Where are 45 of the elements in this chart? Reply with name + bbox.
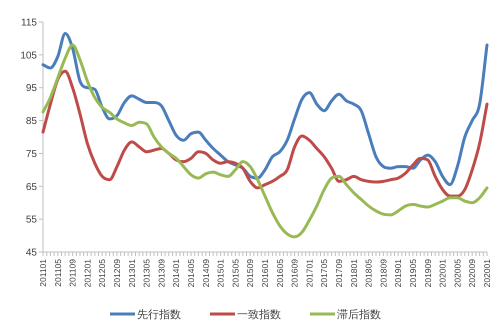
y-tick-label: 95 — [26, 83, 38, 94]
x-tick-label: 201809 — [378, 258, 388, 288]
y-tick-label: 115 — [21, 18, 38, 28]
x-tick-label: 201805 — [364, 258, 374, 288]
line-series — [42, 32, 488, 186]
x-tick-label: 201701 — [304, 258, 314, 288]
x-tick-label: 201709 — [334, 258, 344, 288]
x-tick-label: 201105 — [52, 258, 63, 287]
x-tick-label: 202005 — [452, 258, 462, 288]
x-tick-label: 201205 — [97, 258, 108, 288]
y-tick-label: 45 — [26, 248, 38, 258]
x-tick-label: 202001 — [438, 258, 448, 288]
x-tick-label: 201705 — [319, 258, 330, 288]
x-tick-label: 201505 — [230, 258, 240, 288]
x-tick-label: 201301 — [126, 258, 137, 288]
x-tick-label: 201905 — [408, 258, 418, 288]
x-tick-label: 201101 — [38, 258, 48, 287]
legend-label: 滞后指数 — [337, 308, 381, 321]
y-tick-label: 55 — [26, 214, 38, 226]
x-tick-label: 201309 — [156, 258, 166, 288]
x-tick-label: 201801 — [348, 258, 359, 288]
x-tick-label: 201109 — [68, 258, 78, 287]
legend-label: 一致指数 — [237, 309, 281, 321]
x-tick-label: 201305 — [142, 258, 152, 288]
x-tick-label: 201209 — [112, 258, 122, 288]
x-tick-label: 201501 — [216, 258, 226, 288]
x-tick-label: 202009 — [467, 258, 478, 288]
x-tick-label: 201609 — [290, 258, 300, 288]
x-tick-label: 201509 — [245, 258, 256, 288]
x-tick-label: 201405 — [186, 258, 196, 288]
y-tick-label: 65 — [26, 182, 38, 193]
y-tick-label: 85 — [26, 116, 38, 128]
y-tick-label: 75 — [26, 148, 38, 160]
x-tick-label: 201201 — [82, 258, 92, 288]
x-tick-label: 201901 — [393, 258, 404, 288]
x-tick-label: 201909 — [422, 258, 433, 288]
legend-label: 先行指数 — [137, 308, 181, 321]
x-tick-label: 201401 — [171, 258, 182, 288]
line-series — [42, 44, 488, 238]
x-tick-label: 202001 — [482, 258, 492, 288]
x-tick-label: 201601 — [260, 258, 270, 288]
line-series — [42, 70, 488, 198]
y-tick-label: 105 — [20, 50, 38, 62]
x-tick-label: 201605 — [274, 258, 285, 288]
x-tick-label: 201409 — [200, 258, 211, 288]
